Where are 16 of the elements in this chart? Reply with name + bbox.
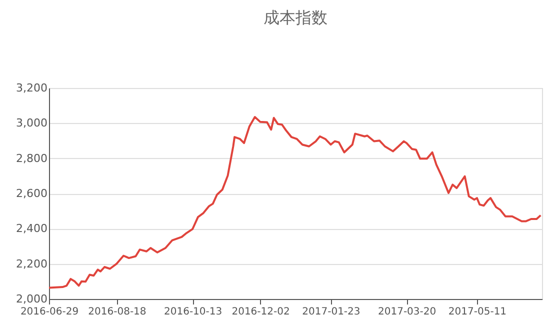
x-tick-label: 2016-06-29	[20, 306, 79, 318]
y-tick-label: 2,600	[16, 187, 48, 200]
y-tick-label: 3,200	[16, 82, 48, 94]
y-tick-label: 2,200	[16, 257, 48, 270]
x-tick-label: 2017-01-23	[302, 306, 360, 318]
line-series	[48, 116, 542, 289]
x-tick-label: 2016-08-18	[88, 306, 146, 318]
y-tick-label: 2,000	[16, 292, 48, 306]
x-tick-label: 2017-03-20	[378, 306, 436, 318]
y-tick-label: 2,800	[16, 152, 48, 165]
x-tick-label: 2016-12-02	[232, 306, 290, 318]
x-tick-label: 2017-05-11	[448, 306, 507, 318]
x-tick-label: 2016-10-13	[164, 306, 222, 318]
y-tick-label: 3,000	[16, 116, 48, 130]
chart-title: 成本指数	[264, 8, 328, 27]
y-tick-label: 2,400	[16, 222, 48, 236]
